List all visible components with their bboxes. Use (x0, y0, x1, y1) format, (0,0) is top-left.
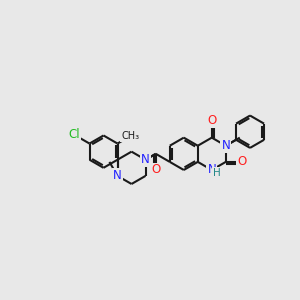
Text: H: H (212, 168, 220, 178)
Text: N: N (221, 139, 230, 152)
Text: Cl: Cl (68, 128, 80, 141)
Text: O: O (151, 164, 160, 176)
Text: N: N (141, 153, 150, 166)
Text: CH₃: CH₃ (121, 131, 139, 141)
Text: N: N (207, 164, 216, 176)
Text: O: O (237, 155, 247, 168)
Text: N: N (113, 169, 122, 182)
Text: O: O (207, 114, 216, 127)
